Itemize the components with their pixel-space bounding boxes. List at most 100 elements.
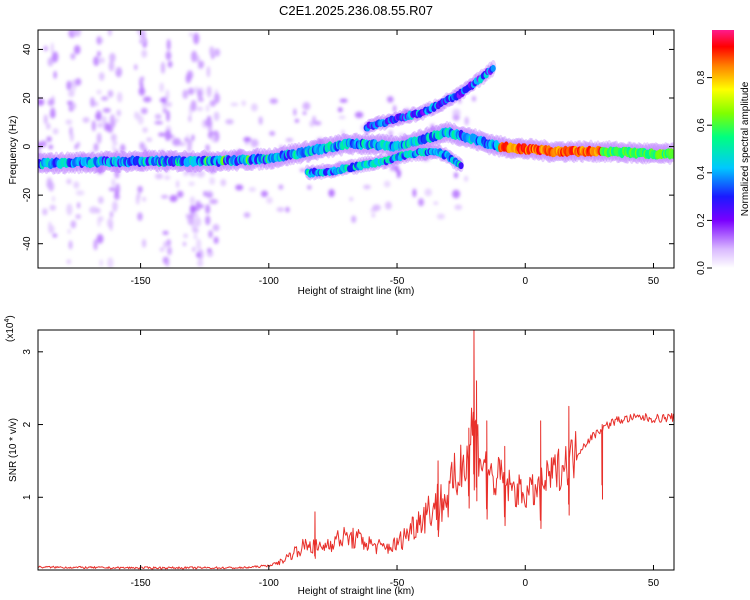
- spectrogram-speckle: [433, 201, 439, 205]
- spectrogram-speckle: [276, 207, 285, 212]
- spectrogram-speckle: [191, 246, 196, 253]
- spectrogram-speckle: [73, 44, 81, 55]
- spectrogram-speckle: [421, 156, 430, 162]
- spectrogram-speckle: [96, 132, 102, 144]
- spectrogram-speckle: [89, 206, 99, 214]
- spectrogram-speckle: [393, 104, 397, 113]
- spectrogram-speckle: [197, 97, 204, 102]
- spectrogram-speckle: [307, 185, 312, 190]
- spectrogram-speckle: [75, 78, 82, 86]
- colorbar: 0.0 0.2 0.4 0.6 0.8 Normalized spectral ampl…: [696, 30, 750, 275]
- spectrogram-speckle: [141, 38, 145, 44]
- y-tick-label: 2: [22, 421, 33, 427]
- spectrogram-speckle: [220, 179, 227, 187]
- spectrogram-speckle: [412, 188, 417, 198]
- spectrogram-speckle: [82, 117, 90, 123]
- spectrogram-speckle: [139, 141, 145, 150]
- spectrogram-speckle: [96, 165, 104, 175]
- spectrogram-heatmap: [38, 30, 674, 268]
- snr-multiplier-exponent: 4: [4, 319, 11, 323]
- spectrogram-speckle: [248, 187, 256, 192]
- spectrogram-speckle: [169, 194, 178, 203]
- spectrogram-speckle: [250, 103, 258, 112]
- spectrogram-speckle: [111, 178, 116, 188]
- spectrogram-speckle: [90, 96, 95, 108]
- spectrogram-speckle: [76, 202, 81, 209]
- spectrogram-cell: [670, 149, 674, 159]
- spectrogram-speckle: [162, 256, 168, 264]
- colorbar-ticks: 0.0 0.2 0.4 0.6 0.8: [696, 70, 712, 275]
- spectrogram-speckle: [96, 234, 104, 243]
- spectrogram-speckle: [76, 141, 81, 148]
- x-tick-label: -150: [131, 578, 151, 589]
- spectrogram-speckle: [66, 80, 72, 91]
- spectrogram-speckle: [338, 115, 346, 119]
- spectrogram-speckle: [241, 100, 246, 107]
- spectrogram-speckle: [140, 107, 148, 115]
- spectrogram-cell: [490, 64, 496, 72]
- spectrogram-speckle: [97, 216, 104, 222]
- snr-line: [38, 330, 674, 570]
- spectrogram-speckle: [182, 241, 187, 247]
- spectrogram-speckle: [452, 108, 461, 117]
- spectrogram-speckle: [40, 140, 47, 148]
- spectrogram-speckle: [166, 239, 171, 247]
- spectrogram-speckle: [47, 98, 55, 107]
- spectrogram-speckle: [46, 177, 53, 189]
- spectrogram-speckle: [187, 214, 195, 226]
- spectrogram-speckle: [155, 173, 163, 180]
- spectrogram-speckle: [452, 189, 461, 199]
- y-tick-label: 20: [22, 92, 33, 104]
- spectrogram-speckle: [134, 64, 138, 71]
- spectrogram-speckle: [339, 98, 348, 103]
- spectrogram-speckle: [167, 60, 173, 68]
- spectrogram-speckle: [97, 50, 101, 57]
- spectrogram-speckle: [195, 252, 201, 258]
- spectrogram-speckle: [371, 213, 376, 218]
- spectrogram-speckle: [209, 176, 216, 185]
- spectrogram-speckle: [184, 150, 193, 156]
- spectrogram-speckle: [243, 136, 252, 143]
- spectrogram-speckle: [53, 70, 57, 79]
- spectrogram-speckle: [141, 196, 147, 202]
- spectrogram-speckle: [164, 175, 171, 180]
- spectrogram-speckle: [135, 112, 141, 121]
- x-tick-label: -100: [259, 578, 279, 589]
- spectrogram-speckle: [108, 60, 115, 72]
- spectrogram-speckle: [136, 30, 141, 34]
- spectrogram-speckle: [46, 122, 51, 130]
- spectrogram-speckle: [193, 32, 200, 45]
- spectrogram-speckle: [384, 201, 392, 210]
- spectrogram-speckle: [141, 238, 147, 248]
- spectrogram-speckle: [143, 147, 148, 157]
- spectrogram-speckle: [70, 52, 76, 60]
- y-tick-label: 3: [22, 349, 33, 355]
- spectrogram-speckle: [190, 205, 197, 213]
- spectrogram-frame: [37, 29, 675, 269]
- spectrogram-speckle: [110, 133, 117, 142]
- spectrogram-panel: -150 -100 -50 0 50 -40 -20 0 20 40 Height of str…: [8, 29, 675, 297]
- spectrogram-speckle: [213, 93, 220, 104]
- spectrogram-speckle: [71, 81, 77, 92]
- y-tick-label: 0: [22, 143, 33, 149]
- spectrogram-speckle: [388, 130, 393, 138]
- spectrogram-speckle: [316, 137, 324, 143]
- spectrogram-speckle: [68, 240, 73, 250]
- spectrogram-speckle: [97, 196, 104, 204]
- spectrogram-speckle: [192, 227, 199, 234]
- spectrogram-speckle: [49, 204, 57, 211]
- spectrogram-speckle: [396, 169, 402, 177]
- y-tick-label: 1: [22, 494, 33, 500]
- spectrogram-speckle: [69, 131, 74, 142]
- spectrogram-speckle: [160, 61, 166, 74]
- spectrogram-speckle: [197, 259, 204, 267]
- spectrogram-speckle: [187, 146, 192, 152]
- spectrogram-speckle: [205, 215, 211, 226]
- spectrogram-speckle: [146, 137, 153, 142]
- chart-title: C2E1.2025.236.08.55.R07: [279, 3, 433, 18]
- spectrogram-speckle: [113, 118, 120, 123]
- spectrogram-speckle: [209, 100, 216, 107]
- x-tick-label: -50: [390, 578, 405, 589]
- snr-multiplier: (x104): [4, 315, 16, 342]
- x-tick-label: 0: [522, 578, 528, 589]
